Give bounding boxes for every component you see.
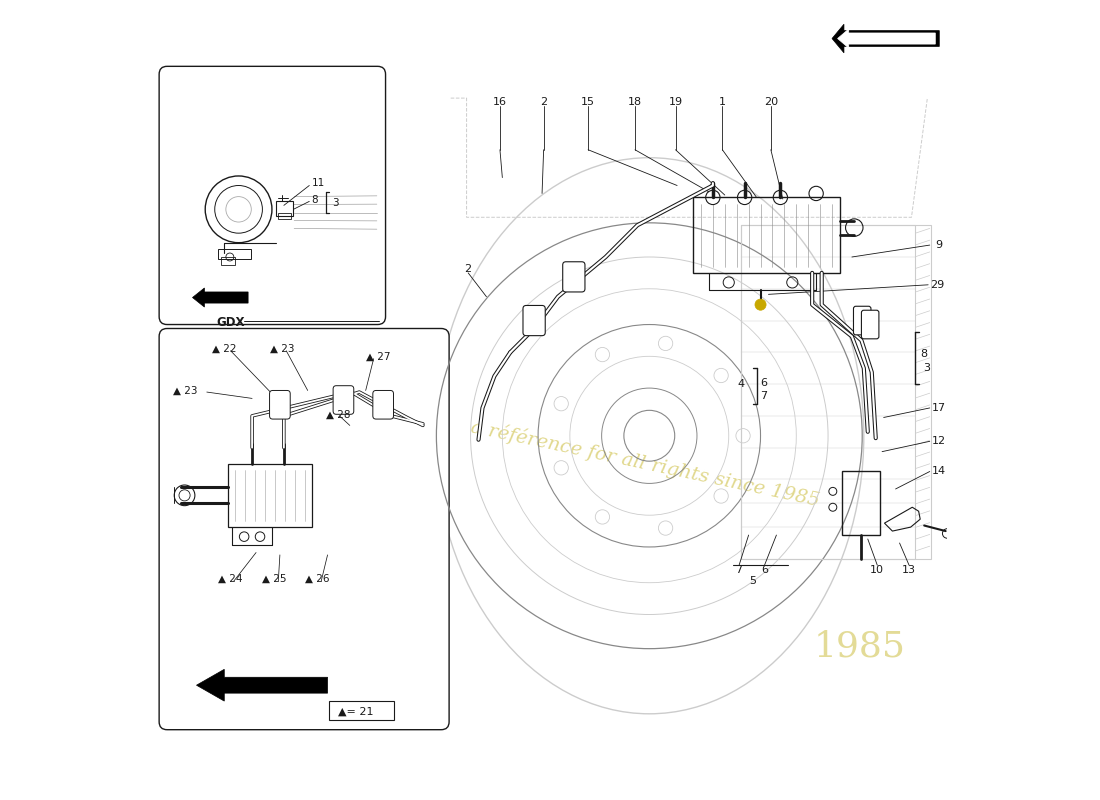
Polygon shape <box>197 670 328 701</box>
Text: ▲ 22: ▲ 22 <box>212 343 236 354</box>
Text: a référence for all rights since 1985: a référence for all rights since 1985 <box>469 417 822 510</box>
Text: 12: 12 <box>932 436 946 446</box>
Text: 13: 13 <box>902 565 916 575</box>
Bar <box>221 257 235 265</box>
Text: 20: 20 <box>763 97 778 107</box>
Text: 6: 6 <box>760 378 768 387</box>
Bar <box>278 213 292 219</box>
Text: 16: 16 <box>493 97 507 107</box>
Text: 7: 7 <box>736 565 743 575</box>
Text: GDX: GDX <box>217 317 245 330</box>
Bar <box>740 226 932 559</box>
Text: ▲ 28: ▲ 28 <box>326 410 351 419</box>
Text: 3: 3 <box>923 363 931 374</box>
Text: 10: 10 <box>870 565 884 575</box>
Text: 2: 2 <box>540 97 547 107</box>
Text: 19: 19 <box>669 97 683 107</box>
Text: 29: 29 <box>931 280 945 290</box>
Text: 8: 8 <box>311 194 318 205</box>
FancyBboxPatch shape <box>563 262 585 292</box>
Text: 3: 3 <box>332 198 339 208</box>
Polygon shape <box>837 29 935 48</box>
Text: 7: 7 <box>760 391 768 401</box>
Text: ▲ 23: ▲ 23 <box>271 343 295 354</box>
Bar <box>693 198 840 273</box>
Text: 15: 15 <box>581 97 595 107</box>
Text: 6: 6 <box>761 565 768 575</box>
FancyBboxPatch shape <box>522 306 546 336</box>
Text: 4: 4 <box>737 379 745 389</box>
Text: ▲ 25: ▲ 25 <box>263 574 287 584</box>
FancyBboxPatch shape <box>160 66 386 325</box>
FancyBboxPatch shape <box>160 329 449 730</box>
Bar <box>218 249 251 258</box>
Text: 5: 5 <box>749 576 756 586</box>
FancyBboxPatch shape <box>861 310 879 339</box>
Text: ▲= 21: ▲= 21 <box>338 706 373 717</box>
Text: ▲ 24: ▲ 24 <box>218 574 242 584</box>
Text: 8: 8 <box>921 349 927 359</box>
Text: 2: 2 <box>464 264 472 274</box>
Text: 9: 9 <box>936 240 943 250</box>
Bar <box>276 202 294 216</box>
Text: 1985: 1985 <box>814 630 905 663</box>
Polygon shape <box>832 24 939 53</box>
Text: 14: 14 <box>932 466 946 477</box>
FancyBboxPatch shape <box>373 390 394 419</box>
Text: ▲ 26: ▲ 26 <box>306 574 330 584</box>
Text: 11: 11 <box>311 178 324 188</box>
Text: 1: 1 <box>719 97 726 107</box>
Circle shape <box>755 299 766 310</box>
FancyBboxPatch shape <box>854 306 871 335</box>
Bar <box>843 471 880 535</box>
FancyBboxPatch shape <box>333 386 354 414</box>
Text: ▲ 27: ▲ 27 <box>365 351 390 362</box>
Bar <box>229 463 311 527</box>
FancyBboxPatch shape <box>270 390 290 419</box>
Text: 18: 18 <box>628 97 642 107</box>
Text: ▲ 23: ▲ 23 <box>173 386 197 395</box>
Bar <box>329 701 394 720</box>
Polygon shape <box>192 288 249 307</box>
Text: 17: 17 <box>932 403 946 413</box>
